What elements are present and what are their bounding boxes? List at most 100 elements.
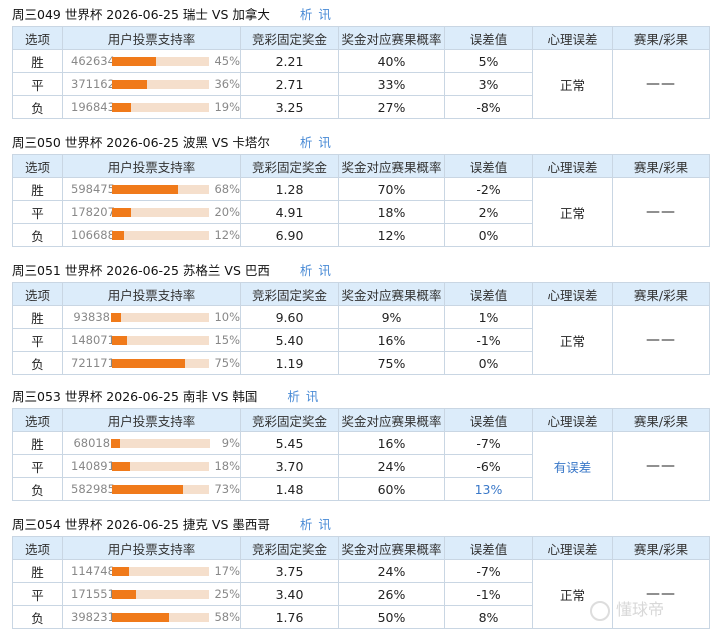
option-cell: 胜 bbox=[12, 431, 63, 455]
odds-cell: 3.75 bbox=[240, 559, 339, 583]
vote-count: 196843 bbox=[71, 100, 115, 114]
vote-count: 582985 bbox=[71, 482, 115, 496]
odds-cell: 5.45 bbox=[240, 431, 339, 455]
watermark-logo-icon bbox=[590, 600, 610, 621]
odds-cell: 1.28 bbox=[240, 177, 339, 201]
probability-cell: 16% bbox=[338, 328, 445, 352]
vote-cell: 114748 17% bbox=[62, 559, 241, 583]
column-header: 误差值 bbox=[444, 408, 533, 432]
option-cell: 平 bbox=[12, 454, 63, 478]
option-cell: 负 bbox=[12, 223, 63, 247]
probability-cell: 12% bbox=[338, 223, 445, 247]
column-header: 奖金对应赛果概率 bbox=[338, 408, 445, 432]
column-header: 心理误差 bbox=[532, 282, 613, 306]
column-header: 误差值 bbox=[444, 536, 533, 560]
header-row: 选项 用户投票支持率 竞彩固定奖金 奖金对应赛果概率 误差值 心理误差 赛果/彩果 bbox=[12, 26, 710, 50]
error-cell: 3% bbox=[444, 72, 533, 96]
psych-error-cell: 正常 bbox=[532, 177, 613, 247]
vote-bar bbox=[112, 589, 210, 599]
vote-count: 114748 bbox=[71, 564, 115, 578]
error-cell: -1% bbox=[444, 328, 533, 352]
vote-bar-fill bbox=[112, 230, 124, 240]
column-header: 赛果/彩果 bbox=[612, 282, 710, 306]
vote-count: 371162 bbox=[71, 77, 115, 91]
vote-cell: 196843 19% bbox=[62, 95, 241, 119]
error-cell: 1% bbox=[444, 305, 533, 329]
vote-percent: 73% bbox=[214, 482, 240, 496]
header-row: 选项 用户投票支持率 竞彩固定奖金 奖金对应赛果概率 误差值 心理误差 赛果/彩果 bbox=[12, 282, 710, 306]
option-cell: 平 bbox=[12, 582, 63, 606]
vote-percent: 58% bbox=[214, 610, 240, 624]
result-cell: —— bbox=[612, 305, 710, 375]
vote-bar-fill bbox=[112, 79, 148, 89]
probability-cell: 33% bbox=[338, 72, 445, 96]
error-cell: 8% bbox=[444, 605, 533, 629]
match-table: 选项 用户投票支持率 竞彩固定奖金 奖金对应赛果概率 误差值 心理误差 赛果/彩果胜 4626… bbox=[12, 26, 710, 119]
probability-cell: 50% bbox=[338, 605, 445, 629]
vote-cell: 582985 73% bbox=[62, 477, 241, 501]
vote-percent: 17% bbox=[214, 564, 240, 578]
probability-cell: 27% bbox=[338, 95, 445, 119]
vote-count: 93838 bbox=[73, 310, 110, 324]
vote-cell: 371162 36% bbox=[62, 72, 241, 96]
vote-bar-fill bbox=[112, 566, 129, 576]
column-header: 竞彩固定奖金 bbox=[240, 536, 339, 560]
info-link[interactable]: 析讯 bbox=[299, 7, 337, 22]
watermark: 懂球帝 bbox=[590, 597, 700, 623]
error-cell: -7% bbox=[444, 559, 533, 583]
vote-cell: 140891 18% bbox=[62, 454, 241, 478]
vote-bar-fill bbox=[112, 207, 132, 217]
odds-cell: 2.71 bbox=[240, 72, 339, 96]
header-row: 选项 用户投票支持率 竞彩固定奖金 奖金对应赛果概率 误差值 心理误差 赛果/彩果 bbox=[12, 536, 710, 560]
table-row: 胜 114748 17% 3.75 24% -7% 正常 —— bbox=[12, 559, 710, 629]
info-link[interactable]: 析讯 bbox=[299, 263, 337, 278]
option-cell: 负 bbox=[12, 605, 63, 629]
vote-cell: 106688 12% bbox=[62, 223, 241, 247]
header-row: 选项 用户投票支持率 竞彩固定奖金 奖金对应赛果概率 误差值 心理误差 赛果/彩果 bbox=[12, 154, 710, 178]
vote-cell: 93838 10% bbox=[62, 305, 241, 329]
table-row: 平 148071 15% 5.40 16% -1% bbox=[12, 328, 710, 352]
column-header: 赛果/彩果 bbox=[612, 26, 710, 50]
match-table: 选项 用户投票支持率 竞彩固定奖金 奖金对应赛果概率 误差值 心理误差 赛果/彩果胜 9383… bbox=[12, 282, 710, 375]
option-cell: 平 bbox=[12, 328, 63, 352]
error-cell: 13% bbox=[444, 477, 533, 501]
column-header: 选项 bbox=[12, 408, 63, 432]
column-header: 误差值 bbox=[444, 26, 533, 50]
odds-cell: 1.76 bbox=[240, 605, 339, 629]
vote-cell: 68018 9% bbox=[62, 431, 241, 455]
column-header: 赛果/彩果 bbox=[612, 408, 710, 432]
vote-bar bbox=[112, 484, 210, 494]
match-title: 周三050 世界杯 2026-06-25 波黑 VS 卡塔尔 析讯 bbox=[12, 135, 337, 150]
vote-percent: 19% bbox=[214, 100, 240, 114]
vote-bar-fill bbox=[112, 612, 169, 622]
vote-bar bbox=[112, 102, 210, 112]
vote-percent: 15% bbox=[214, 333, 240, 347]
column-header: 心理误差 bbox=[532, 154, 613, 178]
table-row: 负 398231 58% 1.76 50% 8% bbox=[12, 605, 710, 629]
option-cell: 胜 bbox=[12, 305, 63, 329]
vote-percent: 75% bbox=[214, 356, 240, 370]
probability-cell: 24% bbox=[338, 559, 445, 583]
vote-bar bbox=[112, 56, 210, 66]
column-header: 用户投票支持率 bbox=[62, 536, 241, 560]
odds-cell: 2.21 bbox=[240, 49, 339, 73]
error-cell: -7% bbox=[444, 431, 533, 455]
vote-count: 178207 bbox=[71, 205, 115, 219]
info-link[interactable]: 析讯 bbox=[299, 517, 337, 532]
info-link[interactable]: 析讯 bbox=[299, 135, 337, 150]
option-cell: 负 bbox=[12, 95, 63, 119]
column-header: 赛果/彩果 bbox=[612, 536, 710, 560]
info-link[interactable]: 析讯 bbox=[287, 389, 325, 404]
match-title: 周三051 世界杯 2026-06-25 苏格兰 VS 巴西 析讯 bbox=[12, 263, 337, 278]
option-cell: 胜 bbox=[12, 177, 63, 201]
error-cell: 0% bbox=[444, 223, 533, 247]
vote-bar bbox=[111, 438, 210, 448]
column-header: 选项 bbox=[12, 26, 63, 50]
psych-error-cell: 正常 bbox=[532, 49, 613, 119]
odds-cell: 3.70 bbox=[240, 454, 339, 478]
column-header: 心理误差 bbox=[532, 26, 613, 50]
vote-cell: 148071 15% bbox=[62, 328, 241, 352]
odds-cell: 1.19 bbox=[240, 351, 339, 375]
match-table: 选项 用户投票支持率 竞彩固定奖金 奖金对应赛果概率 误差值 心理误差 赛果/彩果胜 6801… bbox=[12, 408, 710, 501]
option-cell: 胜 bbox=[12, 49, 63, 73]
